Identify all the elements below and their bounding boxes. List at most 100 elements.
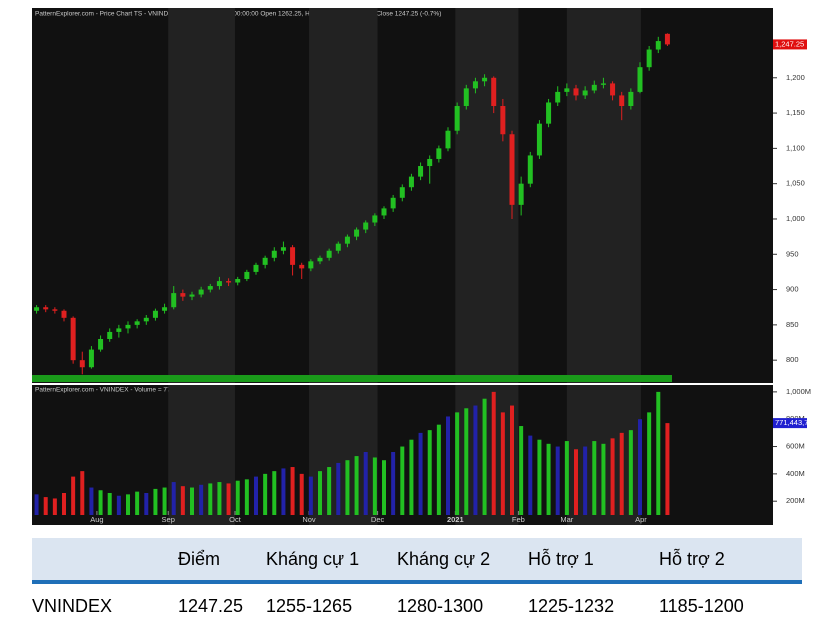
candle-body — [500, 106, 506, 135]
candle-body — [637, 67, 643, 92]
y-tick-label: 1,200 — [786, 73, 805, 82]
candle-body — [427, 158, 433, 167]
volume-bar — [89, 487, 94, 515]
y-tick-label: 800 — [786, 355, 799, 364]
volume-bar — [564, 441, 569, 515]
volume-bar — [327, 467, 332, 515]
volume-bar — [299, 473, 304, 515]
candle-body — [198, 289, 204, 295]
volume-bar — [647, 412, 652, 515]
volume-bar — [107, 492, 112, 515]
candle-body — [655, 41, 661, 50]
y-tick-label: 850 — [786, 320, 799, 329]
header-cell: Hỗ trợ 2 — [659, 538, 802, 584]
volume-bar — [519, 426, 524, 515]
y-tick-label: 900 — [786, 285, 799, 294]
volume-bar — [601, 443, 606, 515]
cell: 1247.25 — [178, 595, 244, 616]
candle-body — [619, 95, 625, 107]
volume-bar — [391, 452, 396, 515]
volume-bar — [226, 483, 231, 515]
volume-tick-label: 1,000M — [786, 387, 811, 396]
last-volume-label: 771,443,7 — [775, 418, 808, 427]
candle-body — [171, 293, 177, 308]
volume-bar — [43, 497, 48, 515]
volume-bar — [436, 424, 441, 515]
volume-bar — [126, 494, 130, 515]
volume-bar — [427, 430, 432, 515]
candle-body — [79, 360, 85, 368]
volume-bar — [71, 476, 76, 515]
candle-body — [600, 83, 606, 85]
x-tick-label: Aug — [90, 515, 103, 524]
candle-body — [207, 286, 213, 290]
volume-bar — [446, 416, 450, 515]
volume-bar — [254, 476, 258, 515]
candle-body — [162, 307, 168, 311]
candle-body — [34, 307, 40, 311]
header-cell: Kháng cự 1 — [266, 538, 397, 584]
candle-body — [436, 148, 442, 159]
candle-body — [52, 309, 58, 311]
volume-bar — [153, 488, 158, 515]
candle-body — [143, 317, 149, 322]
header-cell: Hỗ trợ 1 — [528, 538, 659, 584]
candle-body — [463, 88, 469, 107]
candle-body — [216, 281, 222, 287]
volume-bar — [80, 471, 85, 515]
volume-bar — [537, 439, 542, 515]
last-price-label: 1,247.25 — [775, 39, 804, 48]
volume-bar — [464, 408, 469, 515]
candle-body — [381, 208, 387, 216]
volume-bar — [318, 471, 322, 515]
volume-bar — [171, 482, 176, 515]
volume-bar — [208, 483, 213, 515]
candle-body — [573, 88, 579, 96]
volume-bar — [665, 423, 670, 515]
volume-bar — [555, 446, 560, 515]
candle-body — [628, 91, 634, 107]
candle-body — [180, 293, 186, 297]
candle-body — [226, 281, 232, 283]
volume-bar — [372, 457, 377, 515]
candle-body — [390, 197, 396, 209]
cell: 1280-1300 — [397, 595, 484, 616]
volume-bar — [308, 476, 313, 515]
last-price-box — [773, 39, 807, 50]
y-tick-label: 950 — [786, 249, 799, 258]
volume-bar — [290, 467, 295, 515]
x-tick-label: Nov — [302, 515, 316, 524]
candle-body — [335, 243, 341, 251]
candle-body — [372, 215, 378, 223]
y-tick-label: 1,000 — [786, 214, 805, 223]
candle-body — [564, 88, 570, 92]
candle-body — [280, 247, 286, 251]
candle-body — [591, 84, 597, 91]
volume-bar — [98, 490, 103, 515]
candle-body — [98, 338, 104, 350]
x-tick-label: Oct — [229, 515, 242, 524]
volume-bar — [382, 460, 386, 515]
volume-bar — [336, 462, 341, 515]
candle-body — [472, 81, 478, 89]
volume-bar — [345, 460, 350, 515]
candle-body — [518, 183, 524, 205]
volume-bar — [263, 473, 268, 515]
volume-bar — [546, 443, 551, 515]
volume-bar — [217, 482, 222, 515]
x-tick-label: Sep — [162, 515, 175, 524]
volume-bar — [583, 446, 588, 515]
candle-body — [664, 33, 670, 45]
volume-tick-label: 400M — [786, 469, 805, 478]
volume-bar — [400, 446, 405, 515]
candle-body — [646, 49, 652, 68]
candle-body — [253, 264, 259, 272]
candle-body — [235, 278, 241, 283]
volume-bar — [656, 391, 661, 515]
volume-bar — [199, 484, 204, 515]
volume-bar — [62, 492, 66, 515]
candle-body — [326, 250, 332, 258]
levels-table: Điểm Kháng cự 1 Kháng cự 2 Hỗ trợ 1 Hỗ t… — [32, 538, 802, 628]
candle-body — [308, 261, 314, 269]
